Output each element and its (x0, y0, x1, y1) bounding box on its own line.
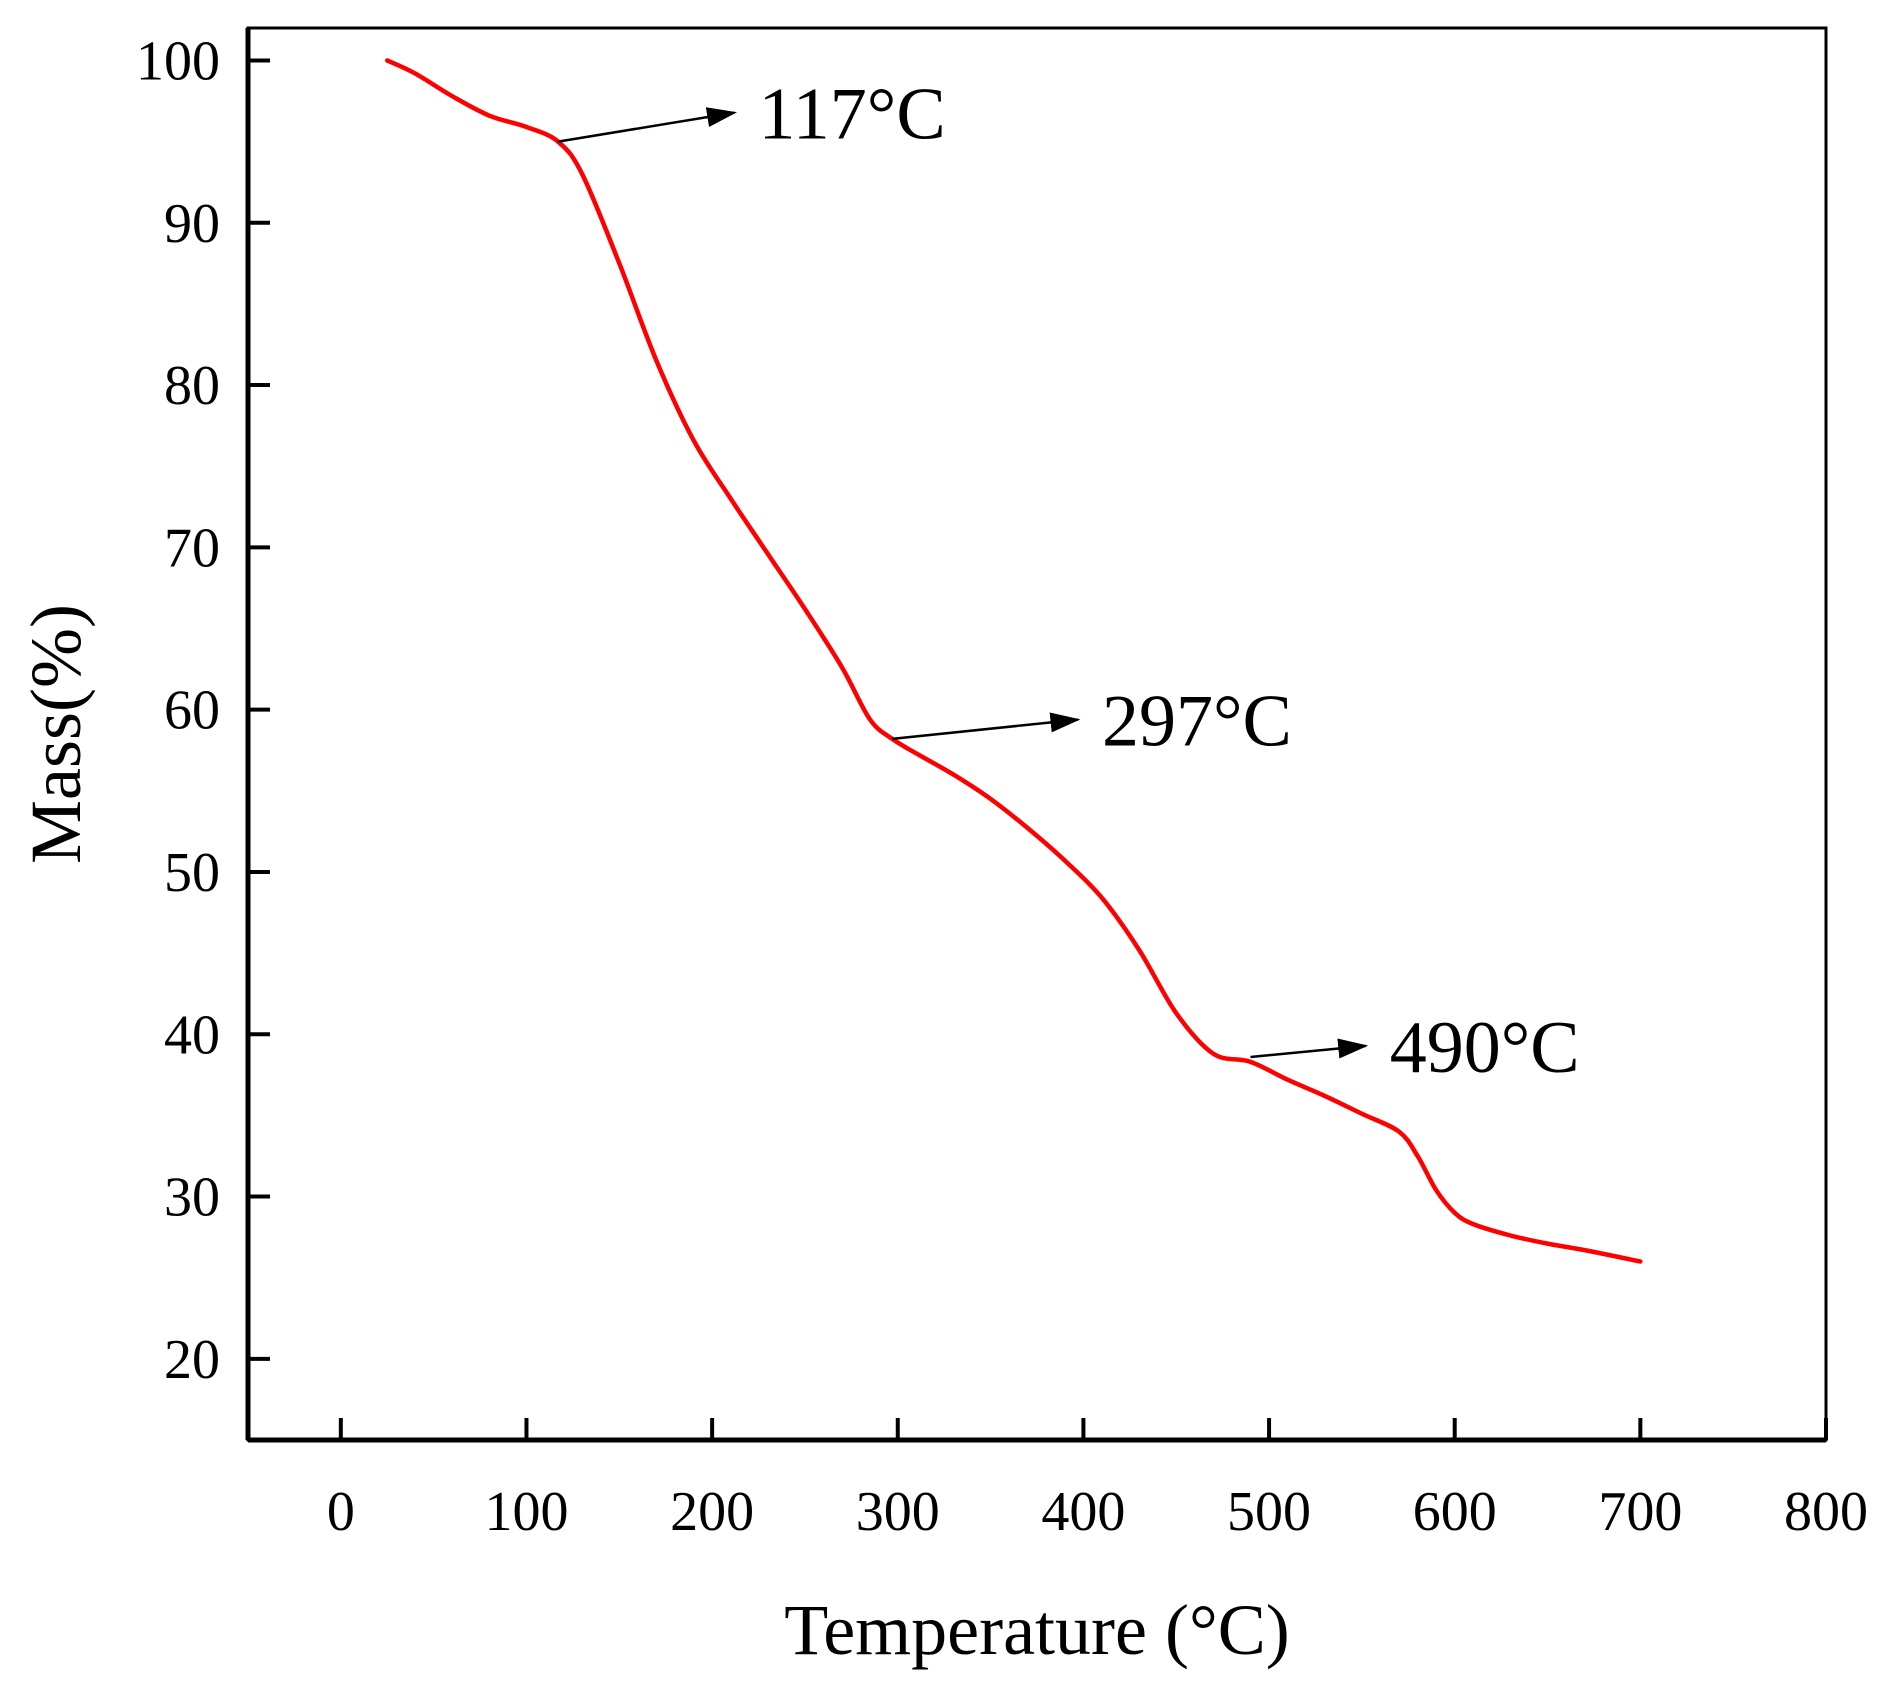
x-tick-label-500: 500 (1227, 1481, 1311, 1543)
annotations: 117°C 297°C 490°C (557, 74, 1580, 1089)
y-tick-label-50: 50 (164, 842, 220, 904)
x-tick-label-0: 0 (327, 1481, 355, 1543)
plot-frame (246, 26, 1828, 1442)
y-tick-label-70: 70 (164, 517, 220, 579)
x-tick-label-200: 200 (670, 1481, 754, 1543)
x-tick-label-400: 400 (1041, 1481, 1125, 1543)
series-line-0 (384, 58, 1643, 1264)
annotation-arrow-2 (1250, 1038, 1369, 1059)
x-tick-label-700: 700 (1598, 1481, 1682, 1543)
x-tick-label-800: 800 (1784, 1481, 1868, 1543)
y-tick-label-20: 20 (164, 1329, 220, 1391)
y-tick-label-60: 60 (164, 680, 220, 742)
y-tick-label-90: 90 (164, 193, 220, 255)
y-ticks: 20 30 40 50 60 70 80 90 100 (136, 30, 270, 1391)
x-ticks: 0 100 200 300 400 500 600 700 800 (327, 1418, 1868, 1543)
x-axis-title: Temperature (°C) (784, 1590, 1290, 1670)
annotation-label-1: 297°C (1102, 681, 1292, 763)
y-tick-label-80: 80 (164, 355, 220, 417)
annotation-label-0: 117°C (759, 74, 946, 156)
series-layer (384, 58, 1643, 1264)
y-tick-label-30: 30 (164, 1167, 220, 1229)
annotation-arrow-0 (557, 107, 737, 143)
x-tick-label-100: 100 (484, 1481, 568, 1543)
y-tick-label-100: 100 (136, 30, 220, 92)
y-axis-title: Mass(%) (16, 604, 96, 864)
y-tick-label-40: 40 (164, 1004, 220, 1066)
x-tick-label-300: 300 (856, 1481, 940, 1543)
annotation-arrow-1 (892, 712, 1081, 741)
x-tick-label-600: 600 (1413, 1481, 1497, 1543)
annotation-label-2: 490°C (1390, 1007, 1580, 1089)
